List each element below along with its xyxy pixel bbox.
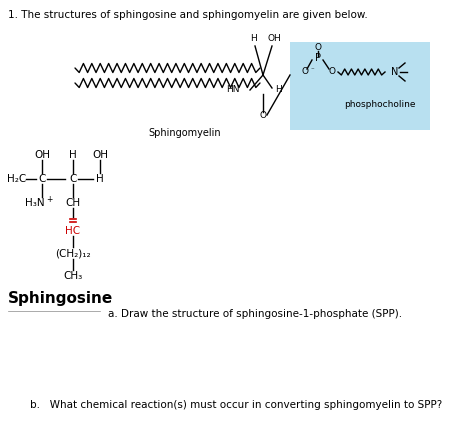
Bar: [290, 42, 430, 130]
Text: O: O: [328, 68, 336, 76]
Text: phosphocholine: phosphocholine: [344, 100, 416, 109]
Text: Sphingomyelin: Sphingomyelin: [149, 128, 221, 138]
Text: (CH₂)₁₂: (CH₂)₁₂: [55, 248, 91, 258]
Text: H: H: [275, 85, 282, 93]
Text: +: +: [46, 194, 52, 204]
Text: ⁻: ⁻: [311, 67, 315, 73]
Text: C: C: [38, 174, 46, 184]
Text: H: H: [96, 174, 104, 184]
Text: CH: CH: [65, 198, 81, 208]
Text: P: P: [315, 53, 321, 63]
Text: CH₃: CH₃: [64, 271, 82, 281]
Text: C: C: [69, 174, 77, 184]
Text: HC: HC: [65, 226, 81, 236]
Text: H: H: [69, 150, 77, 160]
Text: H₃N: H₃N: [25, 198, 45, 208]
Text: H₂C: H₂C: [8, 174, 27, 184]
Text: a. Draw the structure of sphingosine-1-phosphate (SPP).: a. Draw the structure of sphingosine-1-p…: [108, 309, 402, 319]
Text: OH: OH: [92, 150, 108, 160]
Text: Sphingosine: Sphingosine: [8, 291, 113, 306]
Text: HN: HN: [227, 85, 240, 95]
Text: OH: OH: [268, 34, 282, 43]
Text: O: O: [259, 111, 266, 119]
Text: 1. The structures of sphingosine and sphingomyelin are given below.: 1. The structures of sphingosine and sph…: [8, 10, 368, 20]
Text: O: O: [315, 43, 321, 53]
Text: OH: OH: [34, 150, 50, 160]
Text: b.   What chemical reaction(s) must occur in converting sphingomyelin to SPP?: b. What chemical reaction(s) must occur …: [30, 400, 442, 410]
Text: O: O: [301, 68, 309, 76]
Text: H: H: [251, 34, 257, 43]
Text: N: N: [392, 67, 399, 77]
